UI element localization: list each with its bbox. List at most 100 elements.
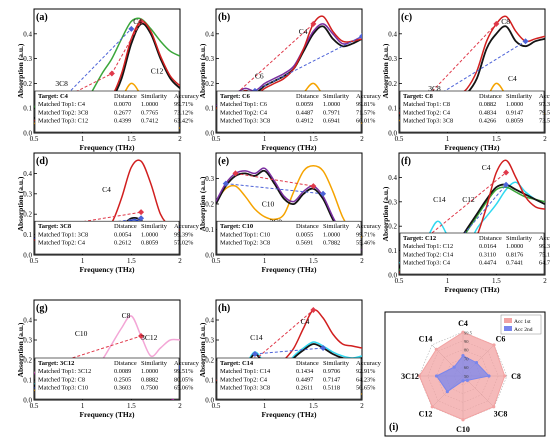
series-point bbox=[138, 215, 145, 222]
table-cell: 80.05% bbox=[174, 376, 194, 383]
chart-panel-a: 0.0 0.1 0.2 0.3 0.4 0.5 1 1.5 2 C4 3C8 C12 (a) Freque… bbox=[16, 8, 200, 152]
y-tick-label: 0.2 bbox=[388, 80, 397, 88]
table-cell: 0.0882 bbox=[479, 101, 496, 108]
table-cell: 0.3603 bbox=[114, 385, 131, 392]
table-cell: Matched Top1: C10 bbox=[220, 231, 270, 238]
x-tick-label: 2 bbox=[543, 277, 547, 285]
table-header-cell: Distance bbox=[296, 360, 319, 367]
radar-point bbox=[461, 330, 465, 334]
y-tick-label: 0.3 bbox=[388, 55, 397, 63]
table-header-cell: Distance bbox=[296, 223, 319, 230]
table-cell: 0.5118 bbox=[323, 385, 340, 392]
radar-point bbox=[461, 418, 465, 422]
curve-label: C4 bbox=[482, 163, 491, 172]
curve-label: 3C8 bbox=[55, 79, 68, 88]
result-table: Target: 3C8 Distance Similarity Accuracy Mat… bbox=[34, 220, 200, 255]
radar-tick-label: 90 bbox=[464, 339, 469, 344]
table-cell: 99.71% bbox=[174, 101, 194, 108]
table-cell: 0.0055 bbox=[296, 231, 313, 238]
table-cell: 1.0000 bbox=[506, 243, 523, 250]
curve-label: C6 bbox=[255, 71, 264, 80]
curve-label: C4 bbox=[102, 185, 111, 194]
curve-label: 3C8 bbox=[428, 84, 441, 93]
table-header-cell: Accuracy bbox=[539, 235, 550, 242]
result-table: Target: C8 Distance Similarity Accuracy Matc… bbox=[399, 90, 550, 133]
y-tick-label: 0.3 bbox=[23, 190, 32, 198]
y-tick-label: 0.2 bbox=[388, 223, 397, 231]
table-header-cell: Distance bbox=[114, 93, 137, 100]
table-cell: Matched Top3: 3C8 bbox=[220, 118, 270, 125]
radar-tick-label: 99.5 bbox=[464, 330, 473, 335]
series-point bbox=[310, 183, 317, 190]
table-cell: 0.4487 bbox=[296, 109, 313, 116]
table-cell: Matched Top2: C4 bbox=[220, 376, 268, 383]
table-cell: Matched Top2: C8 bbox=[38, 376, 85, 383]
table-header-cell: Distance bbox=[114, 223, 137, 230]
table-header-cell: Distance bbox=[114, 360, 137, 367]
table-cell: Matched Top2: C4 bbox=[38, 240, 86, 247]
table-cell: Matched Top3: C10 bbox=[38, 385, 88, 392]
table-header-cell: Similarity bbox=[506, 235, 533, 242]
radar-point bbox=[461, 379, 465, 383]
panel-letter: (g) bbox=[36, 303, 48, 314]
series-point bbox=[320, 345, 327, 351]
x-axis-title: Frequency (THz) bbox=[444, 285, 500, 294]
table-cell: 0.7882 bbox=[323, 240, 340, 247]
radar-point bbox=[430, 405, 434, 409]
table-header-cell: Accuracy bbox=[539, 93, 550, 100]
curve-label: C4 bbox=[133, 17, 142, 26]
x-tick-label: 0.5 bbox=[395, 277, 404, 285]
y-tick-label: 0.3 bbox=[388, 198, 397, 206]
table-cell: 66.01% bbox=[356, 118, 376, 125]
radar-tick-label: 50 bbox=[464, 374, 469, 379]
table-cell: 73.59% bbox=[539, 118, 550, 125]
table-box bbox=[216, 357, 362, 400]
table-cell: 0.8176 bbox=[506, 251, 523, 258]
x-axis-title: Frequency (THz) bbox=[261, 265, 317, 274]
plot-frame bbox=[33, 299, 181, 401]
table-cell: 0.2505 bbox=[114, 376, 131, 383]
table-cell: 0.1434 bbox=[296, 368, 314, 375]
y-tick-label: 0.4 bbox=[205, 317, 214, 325]
table-cell: 57.02% bbox=[174, 240, 194, 247]
panel-letter: (e) bbox=[218, 156, 229, 167]
chart-panel-h: 0.00.10.20.30.40.511.52C4C143C8(h)Freque… bbox=[198, 299, 382, 419]
x-tick-label: 1.5 bbox=[127, 257, 136, 265]
series-point bbox=[138, 209, 145, 216]
x-tick-label: 0.5 bbox=[395, 135, 404, 143]
y-tick-label: 0.0 bbox=[205, 397, 214, 405]
plot-frame bbox=[398, 8, 546, 134]
table-cell: 75.19% bbox=[539, 251, 550, 258]
y-axis-title: Absorption (a.u.) bbox=[198, 176, 207, 231]
table-box bbox=[34, 357, 180, 400]
table-cell: Matched Top1: C14 bbox=[220, 368, 271, 375]
x-tick-label: 2 bbox=[543, 135, 547, 143]
table-cell: Matched Top3: C12 bbox=[38, 118, 88, 125]
x-tick-label: 1 bbox=[81, 135, 85, 143]
y-axis-title: Absorption (a.u.) bbox=[381, 186, 390, 241]
series-point bbox=[503, 169, 510, 176]
y-tick-label: 0.3 bbox=[23, 55, 32, 63]
table-header-cell: Accuracy bbox=[356, 360, 382, 367]
table-cell: 56.65% bbox=[356, 385, 376, 392]
table-cell: 79.50% bbox=[539, 109, 550, 116]
radar-axis-label: 3C12 bbox=[401, 372, 419, 381]
curve-label: C8 bbox=[122, 311, 131, 320]
plot-frame bbox=[33, 8, 181, 134]
y-tick-label: 0.0 bbox=[23, 130, 32, 138]
curve-label: C4 bbox=[301, 317, 310, 326]
x-tick-label: 1 bbox=[446, 277, 450, 285]
table-cell: 92.91% bbox=[356, 368, 376, 375]
curve-label: C14 bbox=[433, 195, 446, 204]
x-tick-label: 1 bbox=[81, 257, 85, 265]
y-tick-label: 0.4 bbox=[388, 174, 397, 182]
y-tick-label: 0.0 bbox=[388, 130, 397, 138]
chart-panel-c: 0.0 0.1 0.2 0.3 0.4 0.5 1 1.5 2 C8 3C8 C4 (c) Frequen… bbox=[381, 8, 550, 152]
table-cell: Matched Top2: 3C8 bbox=[38, 109, 88, 116]
x-tick-label: 1 bbox=[263, 402, 267, 410]
series-point bbox=[359, 33, 362, 40]
result-table: Target: 3C12 Distance Similarity Accuracy Ma… bbox=[34, 357, 200, 400]
table-cell: 0.2612 bbox=[114, 240, 131, 247]
table-target: Target: C4 bbox=[38, 93, 69, 100]
table-cell: Matched Top3: 3C8 bbox=[403, 118, 453, 125]
